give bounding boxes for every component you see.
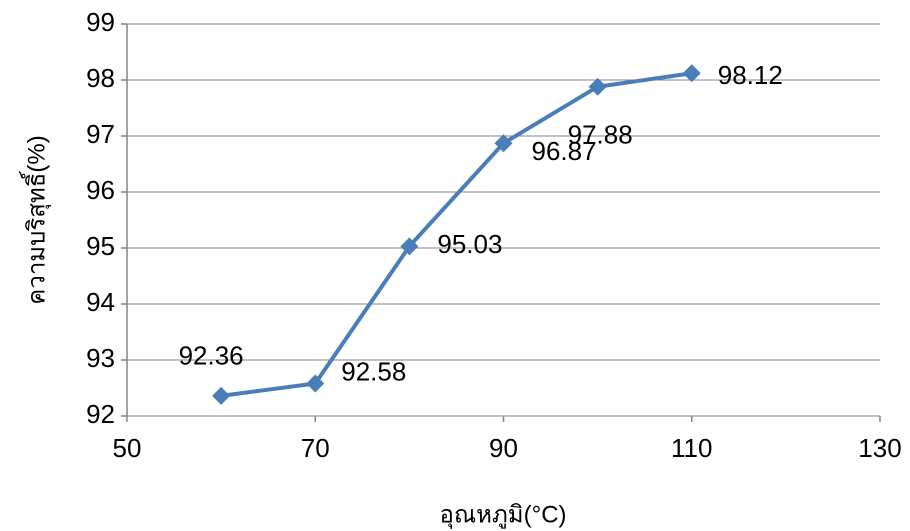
data-label: 95.03 [437,229,502,259]
y-tick-label: 94 [86,287,115,317]
y-tick-label: 98 [86,63,115,93]
data-label: 92.58 [341,356,406,386]
y-tick-label: 95 [86,231,115,261]
y-tick-label: 99 [86,7,115,37]
y-tick-label: 96 [86,175,115,205]
data-label: 97.88 [568,120,633,150]
x-tick-label: 130 [858,433,901,463]
y-axis-label: ความบริสุทธิ์(%) [18,135,51,304]
y-tick-label: 93 [86,343,115,373]
x-tick-label: 110 [671,433,712,463]
data-label: 98.12 [718,60,783,90]
y-tick-label: 92 [86,399,115,429]
x-tick-label: 90 [489,433,518,463]
y-tick-label: 97 [86,119,115,149]
data-label: 92.36 [179,341,244,371]
x-tick-label: 50 [113,433,142,463]
x-tick-label: 70 [301,433,330,463]
x-axis-label: อุณหภูมิ(°C) [439,501,566,529]
data-point [212,387,230,405]
chart: อุณหภูมิ(°C) ความบริสุทธิ์(%) 92 93 94 95 96… [0,0,910,531]
